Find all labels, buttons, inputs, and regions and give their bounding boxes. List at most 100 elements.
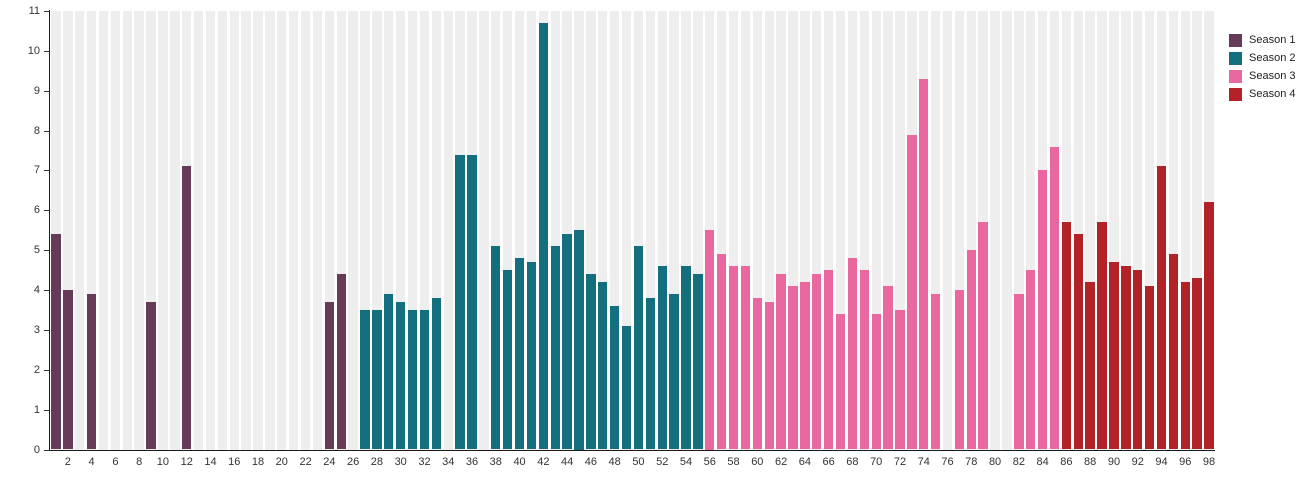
legend-swatch-season-4-icon: [1229, 87, 1242, 101]
bar-season-3-episode-60[interactable]: [752, 298, 762, 450]
bar-season-2-episode-38[interactable]: [491, 246, 501, 450]
episode-band: [110, 11, 121, 450]
bar-season-3-episode-62[interactable]: [776, 274, 786, 450]
bar-season-1-episode-25[interactable]: [336, 274, 346, 450]
bar-season-1-episode-24[interactable]: [324, 302, 335, 450]
bar-season-2-episode-54[interactable]: [681, 266, 691, 450]
bar-season-2-episode-53[interactable]: [669, 294, 679, 450]
bar-season-2-episode-42[interactable]: [538, 22, 549, 450]
bar-season-4-episode-89[interactable]: [1097, 222, 1107, 450]
bar-season-3-episode-66[interactable]: [823, 270, 834, 450]
bar-season-1-episode-2[interactable]: [63, 290, 73, 450]
episode-band: [431, 11, 442, 450]
legend-item-season-2[interactable]: Season 2: [1229, 49, 1295, 67]
legend-item-season-1[interactable]: Season 1: [1229, 31, 1295, 49]
episode-band: [384, 11, 394, 450]
bar-season-2-episode-49[interactable]: [621, 325, 632, 450]
bar-season-3-episode-69[interactable]: [859, 270, 869, 450]
bar-season-2-episode-47[interactable]: [598, 282, 608, 450]
bar-season-3-episode-57[interactable]: [716, 254, 727, 450]
bar-season-2-episode-48[interactable]: [609, 305, 620, 450]
bar-season-3-episode-85[interactable]: [1049, 146, 1060, 450]
bar-season-2-episode-33[interactable]: [431, 298, 442, 450]
bar-season-3-episode-61[interactable]: [764, 302, 774, 450]
legend-item-season-4[interactable]: Season 4: [1229, 85, 1295, 103]
bar-season-3-episode-71[interactable]: [883, 286, 893, 450]
bar-season-4-episode-96[interactable]: [1180, 282, 1190, 450]
bar-season-2-episode-45[interactable]: [574, 230, 584, 450]
legend-item-season-3[interactable]: Season 3: [1229, 67, 1295, 85]
bar-season-3-episode-79[interactable]: [978, 222, 988, 450]
episode-band: [229, 11, 239, 450]
bar-season-4-episode-91[interactable]: [1121, 266, 1131, 450]
bar-season-1-episode-4[interactable]: [86, 294, 97, 450]
bar-season-2-episode-43[interactable]: [550, 246, 560, 450]
bar-season-3-episode-65[interactable]: [812, 274, 822, 450]
bar-season-2-episode-39[interactable]: [502, 270, 513, 450]
y-axis-tick: [44, 449, 50, 451]
bar-season-3-episode-67[interactable]: [835, 313, 846, 450]
bar-season-3-episode-72[interactable]: [895, 309, 905, 450]
bar-season-3-episode-58[interactable]: [728, 266, 739, 450]
x-axis-label: 40: [513, 455, 526, 468]
bar-season-2-episode-52[interactable]: [657, 266, 667, 450]
bar-season-3-episode-73[interactable]: [907, 134, 917, 450]
bar-season-2-episode-40[interactable]: [514, 258, 525, 450]
bar-season-2-episode-27[interactable]: [360, 309, 370, 450]
episode-band: [158, 11, 168, 450]
bar-season-2-episode-55[interactable]: [693, 274, 703, 450]
bar-season-3-episode-68[interactable]: [847, 258, 858, 450]
bar-season-3-episode-56[interactable]: [705, 230, 715, 450]
bar-season-3-episode-70[interactable]: [871, 313, 881, 450]
episode-band: [609, 11, 620, 450]
x-axis-label: 98: [1202, 455, 1216, 468]
bar-season-1-episode-12[interactable]: [182, 166, 192, 450]
bar-season-2-episode-28[interactable]: [372, 309, 382, 450]
bar-season-3-episode-78[interactable]: [966, 250, 976, 450]
bar-season-1-episode-9[interactable]: [146, 302, 156, 450]
episode-band: [966, 11, 976, 450]
bar-season-3-episode-77[interactable]: [954, 290, 965, 450]
episode-band: [1168, 11, 1179, 450]
bar-season-2-episode-50[interactable]: [633, 246, 644, 450]
bar-season-2-episode-29[interactable]: [384, 294, 394, 450]
bar-season-2-episode-35[interactable]: [455, 154, 465, 450]
episode-band: [205, 11, 216, 450]
bar-season-3-episode-75[interactable]: [930, 294, 941, 450]
episode-band: [598, 11, 608, 450]
bar-season-2-episode-30[interactable]: [395, 302, 406, 450]
bar-season-2-episode-32[interactable]: [419, 309, 430, 450]
bar-season-3-episode-59[interactable]: [740, 266, 751, 450]
bar-season-4-episode-87[interactable]: [1073, 234, 1083, 450]
episode-band: [740, 11, 751, 450]
bar-season-2-episode-46[interactable]: [586, 274, 596, 450]
bar-season-3-episode-84[interactable]: [1037, 170, 1048, 450]
x-axis-label: 80: [988, 455, 1002, 468]
episode-band: [75, 11, 85, 450]
bar-season-4-episode-94[interactable]: [1156, 166, 1167, 450]
bar-season-4-episode-95[interactable]: [1168, 254, 1179, 450]
bar-season-1-episode-1[interactable]: [51, 234, 61, 450]
bar-season-3-episode-74[interactable]: [919, 78, 929, 450]
bar-season-4-episode-98[interactable]: [1204, 202, 1214, 450]
bar-season-4-episode-90[interactable]: [1109, 262, 1119, 450]
bar-season-2-episode-41[interactable]: [526, 262, 537, 450]
bar-season-4-episode-97[interactable]: [1192, 278, 1202, 450]
bar-season-4-episode-88[interactable]: [1085, 282, 1095, 450]
bar-season-4-episode-93[interactable]: [1144, 286, 1155, 450]
bar-season-4-episode-86[interactable]: [1061, 222, 1072, 450]
bar-season-2-episode-44[interactable]: [562, 234, 572, 450]
episode-band: [289, 11, 299, 450]
bar-season-3-episode-83[interactable]: [1026, 270, 1036, 450]
episode-band: [98, 11, 109, 450]
bar-season-3-episode-64[interactable]: [800, 282, 810, 450]
bar-season-4-episode-92[interactable]: [1133, 270, 1143, 450]
bar-season-3-episode-63[interactable]: [788, 286, 798, 450]
bar-season-2-episode-51[interactable]: [645, 298, 655, 450]
bar-season-3-episode-82[interactable]: [1014, 294, 1024, 450]
episode-band: [170, 11, 180, 450]
y-axis-tick: [44, 50, 50, 52]
bar-season-2-episode-31[interactable]: [407, 309, 418, 450]
bar-season-2-episode-36[interactable]: [467, 154, 477, 450]
